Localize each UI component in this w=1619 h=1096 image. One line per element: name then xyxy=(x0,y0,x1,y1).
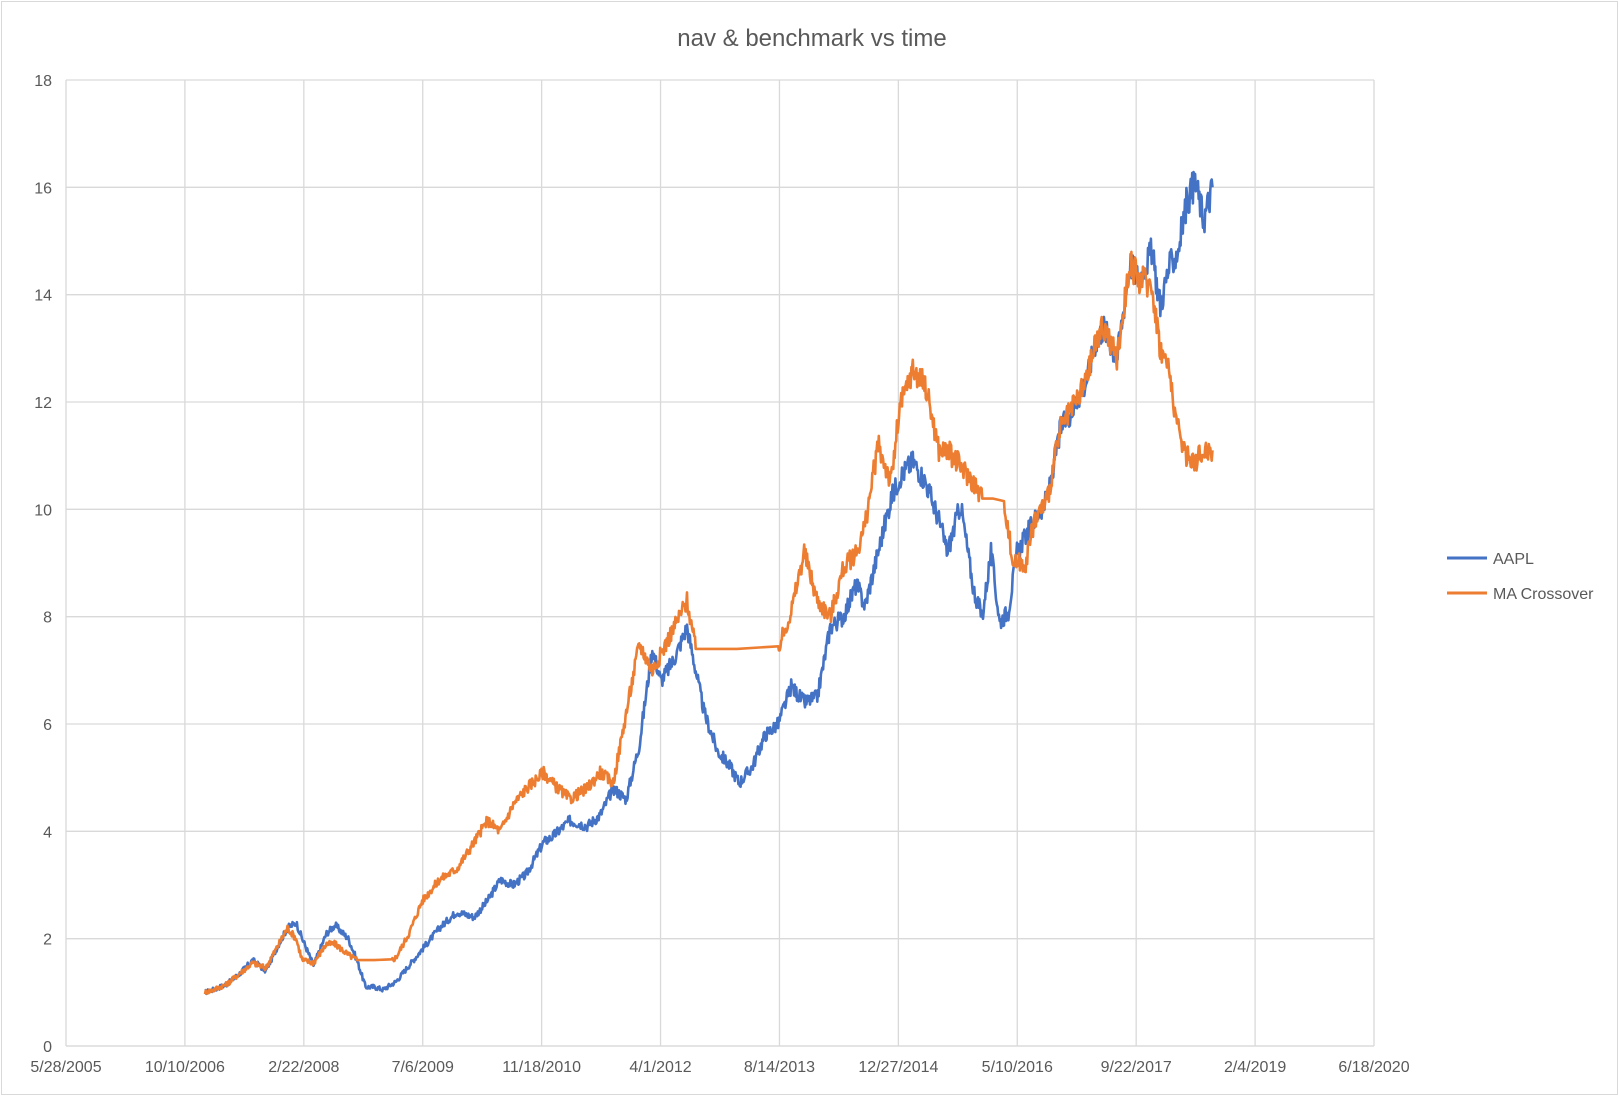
x-tick-label: 5/10/2016 xyxy=(982,1059,1053,1076)
x-tick-label: 6/18/2020 xyxy=(1338,1059,1409,1076)
gridlines xyxy=(65,79,1375,1047)
series-line-aapl xyxy=(204,170,1214,996)
x-tick-label: 7/6/2009 xyxy=(392,1059,454,1076)
x-tick-label: 11/18/2010 xyxy=(502,1059,581,1076)
x-tick-label: 4/1/2012 xyxy=(629,1059,691,1076)
y-tick-label: 12 xyxy=(34,395,52,412)
legend-label: MA Crossover xyxy=(1493,586,1594,603)
chart-title: nav & benchmark vs time xyxy=(677,25,946,52)
x-tick-label: 9/22/2017 xyxy=(1101,1059,1172,1076)
y-tick-label: 2 xyxy=(43,932,52,949)
y-tick-label: 10 xyxy=(34,502,52,519)
x-tick-label: 12/27/2014 xyxy=(858,1059,938,1076)
x-tick-label: 5/28/2005 xyxy=(30,1059,101,1076)
y-tick-label: 0 xyxy=(43,1039,52,1056)
series-lines xyxy=(203,170,1214,996)
y-tick-label: 6 xyxy=(43,717,52,734)
series-line-ma-crossover xyxy=(203,250,1214,995)
x-tick-label: 8/14/2013 xyxy=(744,1059,815,1076)
y-tick-label: 16 xyxy=(34,180,52,197)
y-tick-label: 4 xyxy=(43,824,52,841)
y-tick-label: 8 xyxy=(43,610,52,627)
axes: 0 2 4 6 8 10 12 14 16 18 5/28/2005 10/10/2006 2/22/2… xyxy=(30,73,1409,1076)
x-tick-label: 10/10/2006 xyxy=(145,1059,225,1076)
x-tick-label: 2/22/2008 xyxy=(268,1059,339,1076)
y-tick-label: 18 xyxy=(34,73,52,90)
legend: AAPL MA Crossover xyxy=(1447,551,1594,603)
legend-label: AAPL xyxy=(1493,551,1534,568)
y-tick-label: 14 xyxy=(34,288,52,305)
x-tick-label: 2/4/2019 xyxy=(1224,1059,1286,1076)
